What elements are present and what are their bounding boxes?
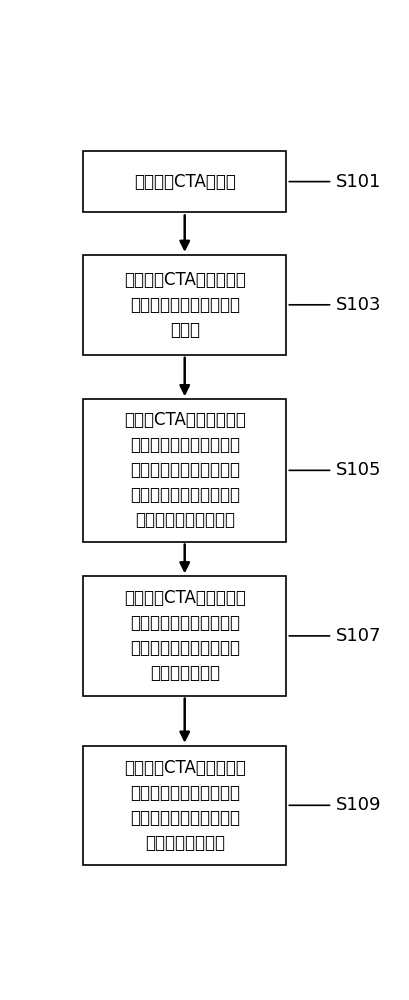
- Text: S107: S107: [335, 627, 380, 645]
- Text: 接收三维CTA图像；: 接收三维CTA图像；: [133, 173, 235, 191]
- Text: 对三维CTA图像进行二值
化，得到二值图像，通过
血管增强滤波器对动脉血
管区域的二值图像进行滤
波增强，得到增强图；: 对三维CTA图像进行二值 化，得到二值图像，通过 血管增强滤波器对动脉血 管区域…: [124, 411, 245, 529]
- FancyBboxPatch shape: [83, 576, 285, 696]
- FancyBboxPatch shape: [83, 746, 285, 865]
- Text: 如果三维CTA图像中有种
子点，基于增强图，通过
区域生长法分割三维颅内
动脉血管图像；: 如果三维CTA图像中有种 子点，基于增强图，通过 区域生长法分割三维颅内 动脉血…: [124, 589, 245, 682]
- Text: S109: S109: [335, 796, 380, 814]
- Text: S105: S105: [335, 461, 380, 479]
- Text: S101: S101: [335, 173, 380, 191]
- Text: 基于三维CTA图像，选取
种子点和确定需要的灰度
范围；: 基于三维CTA图像，选取 种子点和确定需要的灰度 范围；: [124, 271, 245, 339]
- FancyBboxPatch shape: [83, 255, 285, 355]
- FancyBboxPatch shape: [83, 151, 285, 212]
- Text: S103: S103: [335, 296, 380, 314]
- Text: 如果三维CTA图像中没有
种子点，基于增强图，通
过区域生长法分割三维颅
内动脉血管图像。: 如果三维CTA图像中没有 种子点，基于增强图，通 过区域生长法分割三维颅 内动脉…: [124, 759, 245, 852]
- FancyBboxPatch shape: [83, 399, 285, 542]
